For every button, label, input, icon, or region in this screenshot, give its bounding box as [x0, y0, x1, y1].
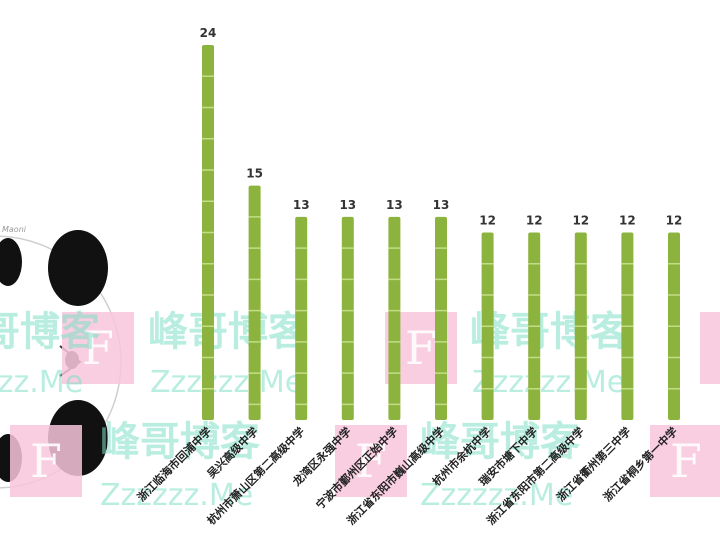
bar — [295, 216, 308, 420]
watermark-text-cn: 峰哥博客 — [420, 419, 580, 465]
watermark-box — [700, 312, 720, 384]
watermark-box — [10, 425, 82, 497]
data-label: 13 — [339, 198, 356, 212]
panda-ear — [48, 230, 108, 306]
data-label: 12 — [479, 214, 496, 228]
panda-eye-patch — [0, 238, 22, 286]
data-label: 24 — [200, 26, 217, 40]
data-label: 12 — [526, 214, 543, 228]
watermark-box — [650, 425, 720, 497]
bar — [248, 185, 261, 420]
watermark-text-cn: 峰哥博客 — [470, 309, 630, 355]
watermark-text-en: Zzzzzz.Me — [472, 365, 625, 400]
watermark-letter: F — [355, 434, 387, 488]
data-label: 13 — [293, 198, 310, 212]
data-label: 13 — [386, 198, 403, 212]
watermark-letter: F — [30, 434, 62, 488]
watermark-letter: F — [405, 321, 437, 375]
watermark-text-en: Zzzzzz.Me — [420, 478, 573, 513]
watermark-text-en: Zzzzzz.Me — [150, 365, 303, 400]
watermark-text-cn: 峰哥博客 — [100, 419, 260, 465]
bar — [435, 216, 447, 420]
bar — [341, 216, 354, 420]
data-label: 12 — [666, 214, 683, 228]
data-label: 13 — [433, 198, 450, 212]
watermark-box — [335, 425, 407, 497]
watermark-letter: F — [670, 434, 702, 488]
mascot-scribble: Maoni — [2, 225, 27, 234]
bar — [388, 216, 401, 420]
watermark-text-cn: 峰哥博客 — [0, 309, 100, 355]
watermark-text-en: Zzzzzz.Me — [0, 365, 83, 400]
data-label: 15 — [246, 167, 263, 181]
data-label: 12 — [572, 214, 589, 228]
data-label: 12 — [619, 214, 636, 228]
watermark-letter: F — [82, 321, 114, 375]
watermark-text-cn: 峰哥博客 — [148, 309, 308, 355]
watermark-box — [62, 312, 134, 384]
watermark-text-en: Zzzzzz.Me — [100, 478, 253, 513]
